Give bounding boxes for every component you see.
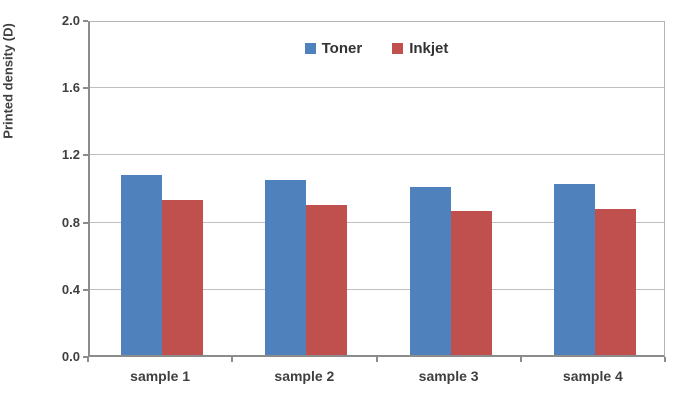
bar-inkjet-sample-3 [450, 210, 492, 355]
x-axis-tick [664, 357, 666, 362]
legend-label: Toner [321, 40, 363, 57]
y-axis-tick [83, 154, 88, 157]
x-tick-label: sample 1 [130, 368, 191, 384]
y-tick-label: 1.6 [61, 80, 80, 96]
x-axis-tick [375, 357, 378, 362]
y-tick-label: 0.0 [61, 349, 80, 364]
bar-inkjet-sample-4 [594, 208, 636, 355]
y-tick-label: 0.4 [61, 281, 80, 297]
y-axis-tick [83, 87, 88, 90]
gridline [90, 154, 664, 156]
x-tick-label: sample 4 [562, 368, 623, 384]
x-axis-tick [87, 357, 89, 362]
legend-swatch-inkjet [392, 43, 404, 54]
x-axis-tick [519, 357, 522, 362]
y-axis-tick [83, 221, 88, 224]
legend-label: Inkjet [409, 40, 449, 57]
bar-inkjet-sample-1 [162, 200, 204, 355]
bar-toner-sample-4 [553, 183, 595, 355]
legend-item-toner: Toner [304, 40, 363, 57]
x-tick-label: sample 2 [274, 368, 335, 384]
y-tick-label: 0.8 [61, 214, 80, 230]
gridline [90, 288, 664, 290]
x-axis-tick [231, 357, 234, 362]
legend-item-inkjet: Inkjet [392, 40, 448, 57]
gridline [90, 221, 664, 223]
plot-area [88, 21, 665, 357]
gridline [90, 87, 664, 89]
legend-swatch-toner [304, 43, 316, 54]
y-axis-tick [83, 20, 88, 22]
legend: Toner Inkjet [88, 40, 665, 57]
bar-toner-sample-3 [409, 187, 451, 355]
bar-toner-sample-2 [265, 180, 307, 355]
y-tick-label: 2.0 [61, 13, 80, 28]
y-axis-title: Printed density (D) [0, 23, 16, 139]
bar-inkjet-sample-2 [306, 205, 348, 355]
y-axis-tick [83, 288, 88, 291]
bar-toner-sample-1 [121, 175, 163, 355]
x-tick-label: sample 3 [418, 368, 479, 384]
y-axis-tick [83, 356, 88, 358]
y-tick-label: 1.2 [61, 147, 80, 163]
